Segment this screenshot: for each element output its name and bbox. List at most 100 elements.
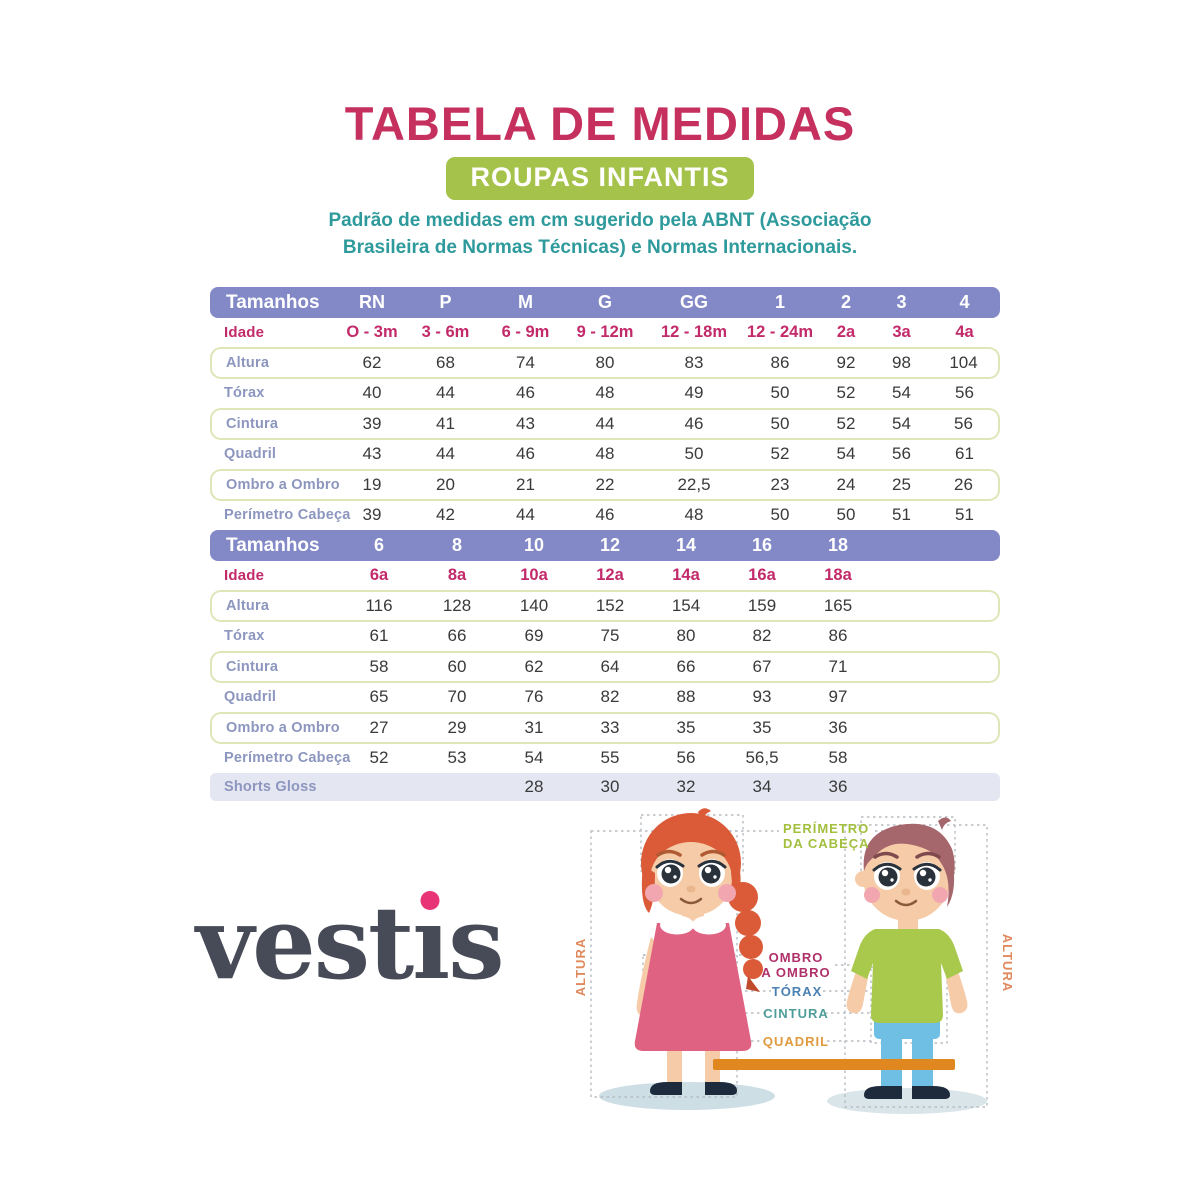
value-cell: 97: [828, 687, 848, 707]
page-title: TABELA DE MEDIDAS: [344, 97, 856, 150]
value-cell: [876, 744, 1000, 773]
row-label: Altura: [210, 346, 340, 379]
value-cell: 20: [404, 468, 487, 501]
value-cell: 61: [955, 444, 974, 464]
value-cell: 56,5: [745, 748, 779, 768]
value-cell: 43: [487, 407, 564, 440]
value-cell: 52: [818, 407, 874, 440]
value-cell: 64: [572, 650, 648, 683]
table-header-size: 14: [648, 530, 724, 561]
size-table-kids-wrap: Tamanhos 6 8 10 12 14 16 18 Idade 6a 8a 10a 12a 14a 16…: [210, 530, 1000, 801]
value-cell: 140: [496, 589, 572, 622]
value-cell: 25: [874, 468, 929, 501]
row-label: Cintura: [210, 650, 340, 683]
description: Padrão de medidas em cm sugerido pela AB…: [0, 208, 1200, 261]
table-header-size: 1: [742, 287, 818, 318]
ground-bar: [713, 1059, 955, 1070]
table-row: Ombro a Ombro 19 20 21 22 22,5 23 24 25 26: [210, 468, 1000, 501]
label-altura-right: ALTURA: [1000, 934, 1015, 992]
value-cell: 152: [572, 589, 648, 622]
table-row: Idade 6a 8a 10a 12a 14a 16a 18a: [210, 561, 1000, 590]
table-header-size: G: [564, 287, 646, 318]
value-cell: 4a: [955, 322, 974, 341]
value-cell: 56: [929, 407, 1000, 440]
value-cell: [876, 561, 1000, 590]
value-cell: 52: [369, 748, 389, 768]
value-cell: 42: [436, 505, 455, 525]
value-cell: 128: [418, 589, 496, 622]
value-cell: 48: [595, 383, 615, 403]
value-cell: [876, 772, 1000, 801]
size-table-kids: Tamanhos 6 8 10 12 14 16 18 Idade 6a 8a 10a 12a 14a 16…: [210, 530, 1000, 801]
description-line2: Brasileira de Normas Técnicas) e Normas …: [342, 236, 858, 258]
value-cell: 46: [516, 444, 535, 464]
value-cell: 2a: [836, 322, 856, 341]
value-cell: [876, 683, 1000, 712]
table-header-row: Tamanhos RN P M G GG 1 2 3 4: [210, 287, 1000, 318]
value-cell: 98: [874, 346, 929, 379]
value-cell: 12 - 18m: [660, 322, 728, 341]
value-cell: 86: [828, 626, 848, 646]
value-cell: 12 - 24m: [746, 322, 814, 341]
value-cell: O - 3m: [346, 322, 398, 341]
table-row: Perímetro Cabeça 52 53 54 55 56 56,5 58: [210, 744, 1000, 773]
value-cell: 46: [516, 383, 535, 403]
value-cell: 58: [828, 748, 848, 768]
kids-figure-svg: PERÍMETRO DA CABEÇA OMBRO A OMBRO TÓRAX …: [573, 808, 1015, 1114]
value-cell: 39: [362, 505, 382, 525]
table-row: Altura 62 68 74 80 83 86 92 98 104: [210, 346, 1000, 379]
label-cintura: CINTURA: [763, 1006, 829, 1021]
table-header-size: RN: [340, 287, 404, 318]
row-label: Idade: [224, 323, 265, 341]
value-cell: 50: [836, 505, 856, 525]
value-cell: 44: [564, 407, 646, 440]
value-cell: 10a: [520, 565, 548, 584]
value-cell: 104: [929, 346, 1000, 379]
value-cell: 159: [724, 589, 800, 622]
value-cell: 55: [600, 748, 620, 768]
label-ombro-a-ombro-2: A OMBRO: [761, 965, 830, 980]
value-cell: 65: [369, 687, 389, 707]
logo-pink-dot-icon: [420, 891, 440, 910]
table-header-size: 6: [340, 530, 418, 561]
value-cell: 76: [524, 687, 544, 707]
table-header-size: 12: [572, 530, 648, 561]
value-cell: 70: [447, 687, 467, 707]
value-cell: 22,5: [646, 468, 742, 501]
table-row: Tórax 61 66 69 75 80 82 86: [210, 622, 1000, 651]
value-cell: 32: [648, 772, 724, 801]
value-cell: 82: [600, 687, 620, 707]
description-line1: Padrão de medidas em cm sugerido pela AB…: [328, 210, 872, 231]
value-cell: 50: [684, 444, 704, 464]
size-table-infant-wrap: Tamanhos RN P M G GG 1 2 3 4 Idade O - 3m 3 - 6m 6 - …: [210, 287, 1000, 530]
vestis-logo: vestı s: [196, 888, 536, 998]
value-cell: 3a: [892, 322, 911, 341]
value-cell: 92: [818, 346, 874, 379]
label-torax: TÓRAX: [772, 984, 823, 999]
value-cell: 44: [436, 383, 455, 403]
value-cell: 50: [770, 505, 790, 525]
label-altura-left: ALTURA: [573, 938, 588, 996]
row-label: Ombro a Ombro: [210, 468, 340, 501]
value-cell: 48: [595, 444, 615, 464]
table-header-size: [876, 530, 1000, 561]
row-label: Altura: [210, 589, 340, 622]
row-label: Quadril: [224, 446, 277, 463]
value-cell: 21: [487, 468, 564, 501]
value-cell: 36: [800, 772, 876, 801]
table-row: Altura 116 128 140 152 154 159 165: [210, 589, 1000, 622]
boy-shadow: [827, 1088, 987, 1114]
value-cell: 116: [340, 589, 418, 622]
value-cell: 18a: [824, 565, 852, 584]
table-row: Quadril 65 70 76 82 88 93 97: [210, 683, 1000, 712]
row-label: Shorts Gloss: [210, 772, 340, 801]
value-cell: 66: [447, 626, 467, 646]
value-cell: 35: [724, 711, 800, 744]
table-header-size: P: [404, 287, 487, 318]
value-cell: 154: [648, 589, 724, 622]
label-perimetro-cabeca: PERÍMETRO: [783, 821, 869, 836]
table-row: Cintura 58 60 62 64 66 67 71: [210, 650, 1000, 683]
value-cell: [418, 772, 496, 801]
value-cell: 58: [340, 650, 418, 683]
value-cell: 27: [340, 711, 418, 744]
